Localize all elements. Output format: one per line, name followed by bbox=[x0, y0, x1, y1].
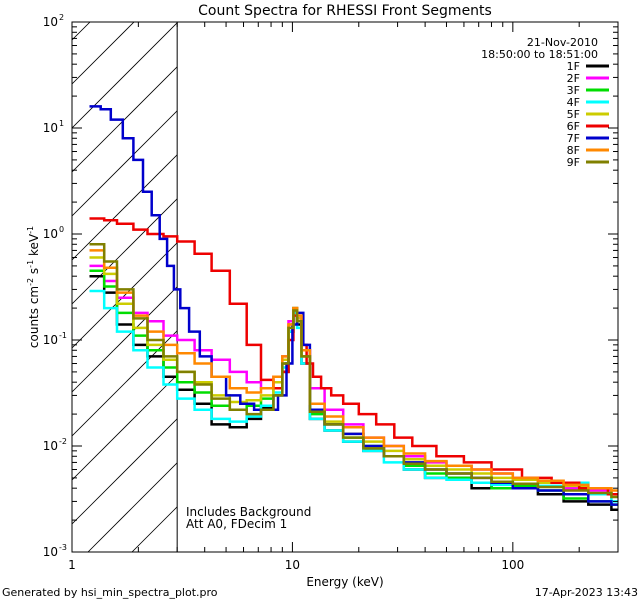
date-label: 21-Nov-2010 bbox=[527, 36, 598, 49]
annotation-background: Includes Background bbox=[186, 505, 311, 519]
legend-label-5F: 5F bbox=[567, 108, 580, 121]
hatch-line bbox=[87, 462, 178, 552]
y-tick-exponent: -1 bbox=[59, 331, 67, 340]
legend-label-1F: 1F bbox=[567, 60, 580, 73]
hatch-line bbox=[72, 286, 178, 393]
series-line-7F bbox=[89, 105, 618, 506]
hatch-line bbox=[72, 242, 178, 349]
y-tick-exponent: -2 bbox=[59, 437, 67, 446]
hatch-line bbox=[72, 22, 135, 85]
legend-label-3F: 3F bbox=[567, 84, 580, 97]
y-tick-label: 10 bbox=[43, 227, 58, 241]
hatch-line bbox=[131, 506, 178, 552]
x-tick-label: 1 bbox=[68, 558, 76, 572]
series-line-2F bbox=[89, 264, 618, 496]
series-line-5F bbox=[89, 256, 618, 496]
footer-timestamp: 17-Apr-2023 13:43 bbox=[535, 586, 638, 599]
legend-label-4F: 4F bbox=[567, 96, 580, 109]
legend-label-2F: 2F bbox=[567, 72, 580, 85]
time-range-label: 18:50:00 to 18:51:00 bbox=[481, 48, 598, 61]
y-tick-exponent: 1 bbox=[59, 119, 64, 128]
plot-frame bbox=[71, 21, 619, 553]
series-lines bbox=[89, 105, 618, 512]
y-tick-label: 10 bbox=[43, 15, 58, 29]
series-line-3F bbox=[89, 269, 618, 506]
hatch-line bbox=[72, 374, 178, 481]
chart-title: Count Spectra for RHESSI Front Segments bbox=[198, 3, 492, 19]
hatch-line bbox=[72, 22, 91, 41]
legend-label-7F: 7F bbox=[567, 132, 580, 145]
series-line-9F bbox=[89, 243, 618, 499]
y-tick-label: 10 bbox=[43, 545, 58, 559]
footer-generator: Generated by hsi_min_spectra_plot.pro bbox=[2, 586, 218, 599]
hatch-line bbox=[72, 154, 178, 261]
hatch-line bbox=[72, 110, 178, 217]
y-tick-label: 10 bbox=[43, 439, 58, 453]
x-tick-label: 10 bbox=[285, 558, 300, 572]
y-tick-exponent: 2 bbox=[59, 13, 64, 22]
x-axis-label: Energy (keV) bbox=[306, 575, 383, 589]
hatch-line bbox=[72, 418, 178, 525]
y-tick-exponent: 0 bbox=[59, 225, 64, 234]
y-tick-label: 10 bbox=[43, 121, 58, 135]
series-line-8F bbox=[89, 249, 618, 492]
hatch-line bbox=[72, 22, 178, 129]
hatched-region bbox=[72, 22, 178, 552]
legend-label-8F: 8F bbox=[567, 144, 580, 157]
series-line-4F bbox=[89, 289, 618, 503]
y-tick-exponent: -3 bbox=[59, 543, 67, 552]
series-line-1F bbox=[89, 274, 618, 512]
hatch-line bbox=[72, 330, 178, 437]
legend-label-6F: 6F bbox=[567, 120, 580, 133]
legend-label-9F: 9F bbox=[567, 156, 580, 169]
y-tick-label: 10 bbox=[43, 333, 58, 347]
hatch-line bbox=[72, 66, 178, 173]
y-axis-label: counts cm-2 s-1 keV-1 bbox=[26, 226, 41, 348]
x-tick-label: 100 bbox=[501, 558, 524, 572]
annotation-attenuator: Att A0, FDecim 1 bbox=[186, 517, 287, 531]
